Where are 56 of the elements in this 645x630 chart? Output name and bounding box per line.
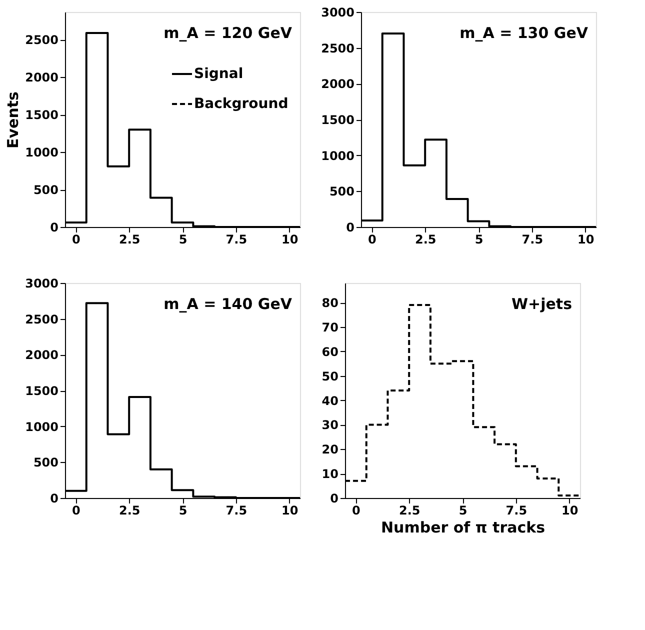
- x-tick-label: 5: [178, 504, 188, 518]
- x-tick-label: 10: [281, 232, 298, 246]
- y-tick-label: 50: [322, 369, 338, 384]
- x-tick-label: 5: [474, 232, 484, 246]
- x-tick-label: 5: [178, 232, 188, 246]
- y-tick-label: 2500: [321, 41, 354, 56]
- y-tick-label: 500: [33, 456, 58, 470]
- y-tick-label: 70: [322, 320, 338, 334]
- annotation: m_A = 120 GeV: [164, 24, 292, 42]
- x-tick-label: 2.5: [398, 504, 420, 518]
- x-tick-label: 0: [72, 232, 80, 246]
- x-tick-label: 0: [72, 504, 80, 518]
- y-tick-label: 3000: [321, 6, 354, 20]
- y-tick-label: 0: [50, 220, 58, 234]
- y-tick-label: 1500: [321, 113, 354, 127]
- x-tick-label: 2.5: [414, 232, 436, 246]
- y-tick-label: 1500: [25, 108, 58, 122]
- x-tick-label: 2.5: [118, 232, 140, 246]
- y-tick-label: 3000: [25, 276, 58, 290]
- y-tick-label: 40: [322, 394, 338, 408]
- annotation: W+jets: [511, 295, 572, 313]
- x-tick-label: 10: [577, 232, 594, 246]
- y-tick-label: 1000: [25, 146, 58, 160]
- y-tick-label: 1500: [25, 384, 58, 398]
- text: Background: [194, 96, 288, 112]
- y-tick-label: 30: [322, 418, 338, 432]
- y-tick-label: 80: [322, 296, 338, 310]
- y-tick-label: 2000: [321, 77, 354, 92]
- y-tick-label: 10: [322, 467, 338, 482]
- y-axis-title: Events: [4, 91, 22, 148]
- y-tick-label: 0: [50, 492, 58, 506]
- y-tick-label: 2500: [25, 312, 58, 326]
- legend-label: Signal: [194, 66, 244, 82]
- annotation: m_A = 130 GeV: [460, 24, 588, 42]
- x-tick-label: 7.5: [226, 504, 248, 518]
- annotation: m_A = 140 GeV: [164, 295, 292, 313]
- x-tick-label: 10: [561, 504, 578, 518]
- x-tick-label: 10: [281, 504, 298, 518]
- y-tick-label: 500: [329, 184, 354, 199]
- y-tick-label: 1000: [321, 148, 354, 163]
- x-axis-title: Number of π tracks: [380, 518, 546, 536]
- y-tick-label: 0: [330, 492, 338, 506]
- y-tick-label: 1000: [25, 420, 58, 434]
- y-tick-label: 20: [322, 442, 338, 457]
- y-tick-label: 2500: [25, 33, 58, 48]
- y-tick-label: 60: [322, 344, 338, 359]
- x-tick-label: 7.5: [226, 232, 248, 246]
- y-tick-label: 0: [346, 220, 354, 234]
- y-tick-label: 2000: [25, 70, 58, 85]
- y-tick-label: 2000: [25, 348, 58, 362]
- x-tick-label: 7.5: [506, 504, 528, 518]
- x-tick-label: 0: [368, 232, 376, 246]
- x-tick-label: 2.5: [118, 504, 140, 518]
- x-tick-label: 7.5: [522, 232, 544, 246]
- y-tick-label: 500: [33, 183, 58, 198]
- x-tick-label: 5: [458, 504, 468, 518]
